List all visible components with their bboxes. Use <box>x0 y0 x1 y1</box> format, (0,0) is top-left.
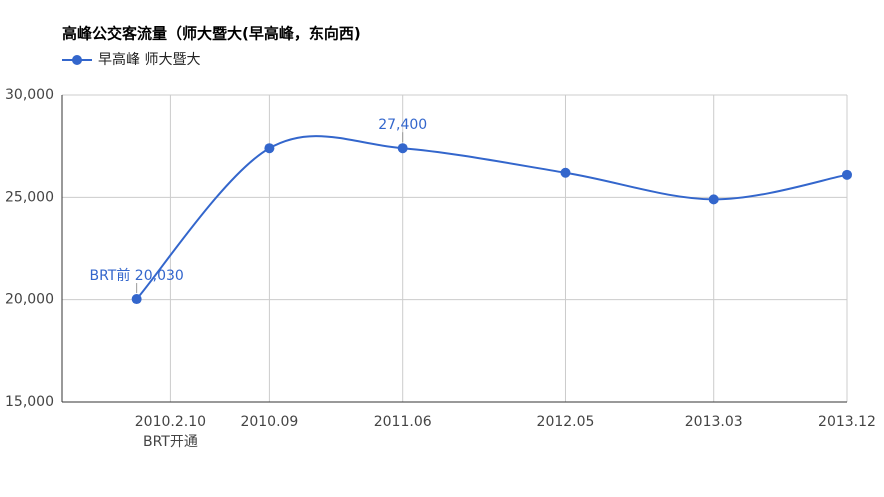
x-tick-label: 2011.06 <box>374 414 432 430</box>
x-annotation: BRT开通 <box>143 434 198 450</box>
x-tick-label: 2013.12 <box>818 414 876 430</box>
y-tick-label: 30,000 <box>5 87 54 103</box>
x-tick-label: 2010.09 <box>240 414 298 430</box>
y-tick-label: 15,000 <box>5 394 54 410</box>
legend-marker <box>72 55 82 65</box>
series-line <box>135 135 848 300</box>
x-tick-label: 2010.2.10 <box>135 414 206 430</box>
data-point <box>842 169 852 180</box>
data-point <box>560 167 571 178</box>
data-point <box>264 143 275 154</box>
data-point <box>397 143 408 154</box>
x-tick-label: 2012.05 <box>537 414 595 430</box>
data-label: 27,400 <box>378 117 427 133</box>
legend-label: 早高峰 师大暨大 <box>98 51 200 68</box>
data-label: BRT前 20,030 <box>89 267 183 284</box>
data-point <box>708 194 719 205</box>
chart-title: 高峰公交客流量（师大暨大(早高峰，东向西) <box>62 25 361 43</box>
y-tick-label: 20,000 <box>5 292 54 308</box>
y-tick-label: 25,000 <box>5 189 54 205</box>
x-tick-label: 2013.03 <box>685 414 743 430</box>
data-point <box>131 294 142 305</box>
